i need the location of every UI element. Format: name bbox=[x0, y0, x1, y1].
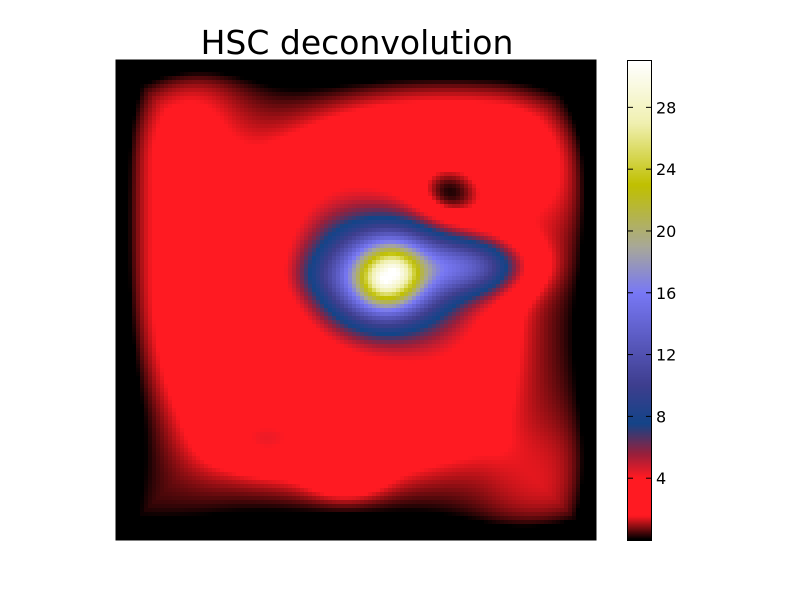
colorbar-tick-label: 16 bbox=[656, 284, 676, 303]
colorbar-tick-label: 24 bbox=[656, 160, 676, 179]
heatmap-image bbox=[116, 60, 596, 540]
heatmap-frame bbox=[115, 59, 597, 541]
colorbar-tick-label: 12 bbox=[656, 346, 676, 365]
chart-title: HSC deconvolution bbox=[201, 23, 514, 62]
colorbar-frame bbox=[627, 60, 652, 541]
colorbar-tick-label: 20 bbox=[656, 222, 676, 241]
colorbar-ticks: 4 8 12 16 20 24 28 bbox=[628, 98, 676, 488]
colorbar-tick-label: 4 bbox=[656, 469, 666, 488]
colorbar: 4 8 12 16 20 24 28 bbox=[627, 60, 676, 541]
colorbar-gradient bbox=[628, 61, 651, 540]
heatmap bbox=[115, 59, 597, 541]
colorbar-tick-label: 8 bbox=[656, 407, 666, 426]
colorbar-tick-label: 28 bbox=[656, 98, 676, 117]
